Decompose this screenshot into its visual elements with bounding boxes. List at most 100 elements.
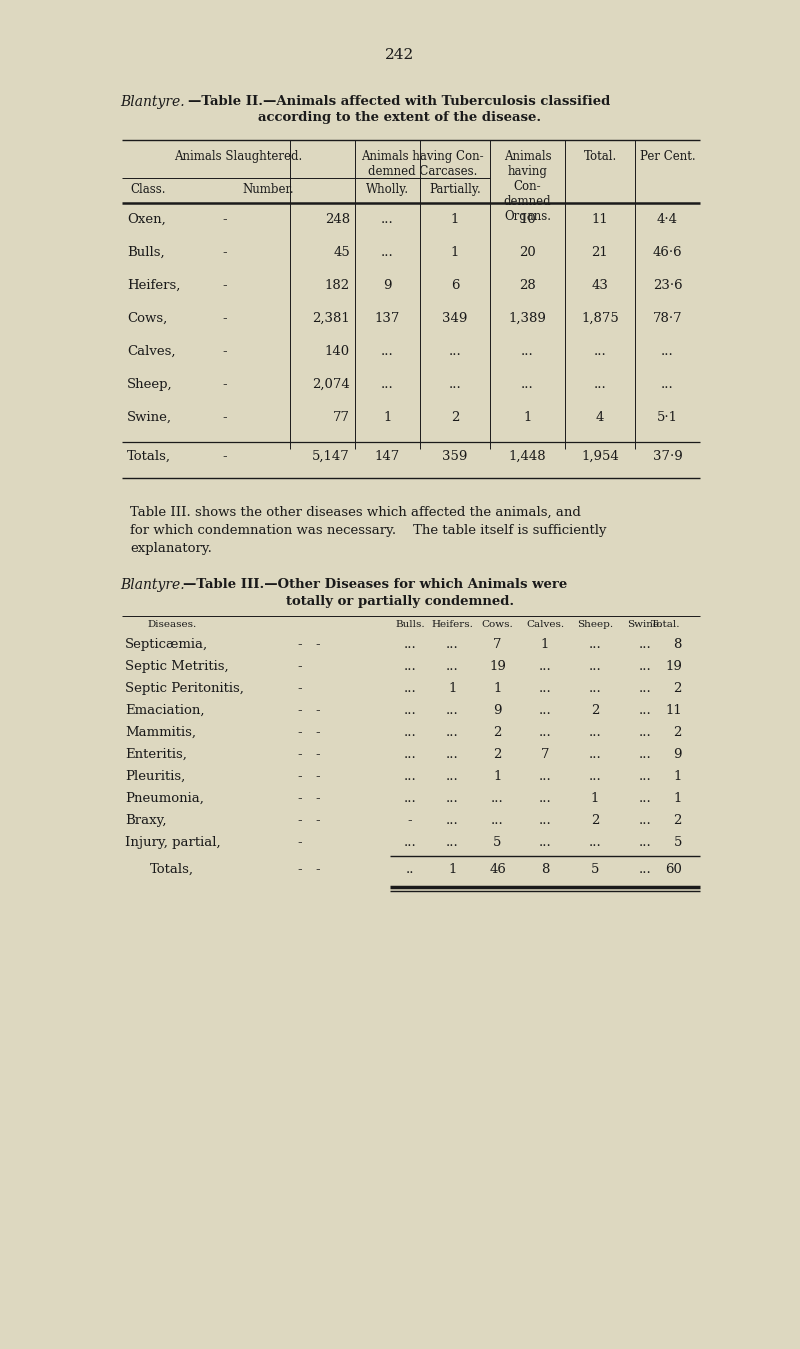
Text: ...: ... bbox=[446, 747, 459, 761]
Text: ...: ... bbox=[404, 792, 416, 805]
Text: 60: 60 bbox=[665, 863, 682, 876]
Text: ...: ... bbox=[404, 726, 416, 739]
Text: 2: 2 bbox=[591, 813, 599, 827]
Text: ...: ... bbox=[638, 683, 651, 695]
Text: -: - bbox=[315, 638, 320, 652]
Text: ...: ... bbox=[661, 345, 674, 357]
Text: Pneumonia,: Pneumonia, bbox=[125, 792, 204, 805]
Text: 46: 46 bbox=[489, 863, 506, 876]
Text: 1: 1 bbox=[541, 638, 549, 652]
Text: -: - bbox=[297, 704, 302, 718]
Text: 349: 349 bbox=[442, 312, 468, 325]
Text: ...: ... bbox=[446, 660, 459, 673]
Text: Septic Peritonitis,: Septic Peritonitis, bbox=[125, 683, 244, 695]
Text: 1: 1 bbox=[448, 683, 457, 695]
Text: —Table III.—Other Diseases for which Animals were: —Table III.—Other Diseases for which Ani… bbox=[183, 577, 567, 591]
Text: ...: ... bbox=[449, 378, 462, 391]
Text: Animals having Con-
demned Carcases.: Animals having Con- demned Carcases. bbox=[361, 150, 484, 178]
Text: ...: ... bbox=[538, 813, 551, 827]
Text: ...: ... bbox=[521, 378, 534, 391]
Text: ...: ... bbox=[638, 770, 651, 782]
Text: ..: .. bbox=[406, 863, 414, 876]
Text: ...: ... bbox=[638, 660, 651, 673]
Text: 1: 1 bbox=[494, 683, 502, 695]
Text: ...: ... bbox=[381, 246, 394, 259]
Text: Wholly.: Wholly. bbox=[366, 183, 409, 196]
Text: Partially.: Partially. bbox=[429, 183, 481, 196]
Text: Blantyre.: Blantyre. bbox=[120, 577, 185, 592]
Text: 2: 2 bbox=[591, 704, 599, 718]
Text: ...: ... bbox=[381, 378, 394, 391]
Text: ...: ... bbox=[638, 792, 651, 805]
Text: Animals Slaughtered.: Animals Slaughtered. bbox=[174, 150, 302, 163]
Text: ...: ... bbox=[446, 726, 459, 739]
Text: 1: 1 bbox=[674, 792, 682, 805]
Text: -: - bbox=[315, 704, 320, 718]
Text: 7: 7 bbox=[541, 747, 550, 761]
Text: 1: 1 bbox=[494, 770, 502, 782]
Text: -: - bbox=[315, 747, 320, 761]
Text: ...: ... bbox=[491, 792, 504, 805]
Text: totally or partially condemned.: totally or partially condemned. bbox=[286, 595, 514, 608]
Text: 242: 242 bbox=[386, 49, 414, 62]
Text: Sheep,: Sheep, bbox=[127, 378, 173, 391]
Text: -: - bbox=[222, 451, 226, 463]
Text: ...: ... bbox=[404, 660, 416, 673]
Text: 8: 8 bbox=[674, 638, 682, 652]
Text: 11: 11 bbox=[666, 704, 682, 718]
Text: ...: ... bbox=[446, 836, 459, 849]
Text: -: - bbox=[297, 660, 302, 673]
Text: -: - bbox=[222, 246, 226, 259]
Text: -: - bbox=[297, 770, 302, 782]
Text: Septicæmia,: Septicæmia, bbox=[125, 638, 208, 652]
Text: 2: 2 bbox=[674, 683, 682, 695]
Text: ...: ... bbox=[638, 813, 651, 827]
Text: ...: ... bbox=[638, 704, 651, 718]
Text: ...: ... bbox=[404, 836, 416, 849]
Text: ...: ... bbox=[589, 770, 602, 782]
Text: -: - bbox=[222, 411, 226, 424]
Text: ...: ... bbox=[404, 704, 416, 718]
Text: Blantyre.: Blantyre. bbox=[120, 94, 185, 109]
Text: 7: 7 bbox=[494, 638, 502, 652]
Text: ...: ... bbox=[538, 704, 551, 718]
Text: 43: 43 bbox=[591, 279, 609, 291]
Text: 1: 1 bbox=[448, 863, 457, 876]
Text: -: - bbox=[297, 863, 302, 876]
Text: ...: ... bbox=[589, 747, 602, 761]
Text: 182: 182 bbox=[325, 279, 350, 291]
Text: ...: ... bbox=[638, 726, 651, 739]
Text: ...: ... bbox=[638, 836, 651, 849]
Text: 5: 5 bbox=[591, 863, 599, 876]
Text: 20: 20 bbox=[519, 246, 536, 259]
Text: Totals,: Totals, bbox=[127, 451, 171, 463]
Text: Bulls,: Bulls, bbox=[127, 246, 165, 259]
Text: Heifers.: Heifers. bbox=[431, 621, 474, 629]
Text: ...: ... bbox=[589, 638, 602, 652]
Text: Mammitis,: Mammitis, bbox=[125, 726, 196, 739]
Text: Swine.: Swine. bbox=[627, 621, 662, 629]
Text: ...: ... bbox=[538, 683, 551, 695]
Text: ...: ... bbox=[538, 726, 551, 739]
Text: Bulls.: Bulls. bbox=[395, 621, 425, 629]
Text: ...: ... bbox=[594, 345, 606, 357]
Text: ...: ... bbox=[538, 792, 551, 805]
Text: Total.: Total. bbox=[583, 150, 617, 163]
Text: 28: 28 bbox=[519, 279, 536, 291]
Text: 140: 140 bbox=[325, 345, 350, 357]
Text: -: - bbox=[297, 792, 302, 805]
Text: 19: 19 bbox=[665, 660, 682, 673]
Text: Swine,: Swine, bbox=[127, 411, 172, 424]
Text: Calves.: Calves. bbox=[526, 621, 564, 629]
Text: Septic Metritis,: Septic Metritis, bbox=[125, 660, 229, 673]
Text: 1: 1 bbox=[451, 246, 459, 259]
Text: ...: ... bbox=[446, 770, 459, 782]
Text: ...: ... bbox=[638, 638, 651, 652]
Text: ...: ... bbox=[538, 770, 551, 782]
Text: ...: ... bbox=[446, 792, 459, 805]
Text: 4·4: 4·4 bbox=[657, 213, 678, 227]
Text: Cows.: Cows. bbox=[482, 621, 514, 629]
Text: Per Cent.: Per Cent. bbox=[640, 150, 695, 163]
Text: -: - bbox=[297, 638, 302, 652]
Text: 21: 21 bbox=[592, 246, 608, 259]
